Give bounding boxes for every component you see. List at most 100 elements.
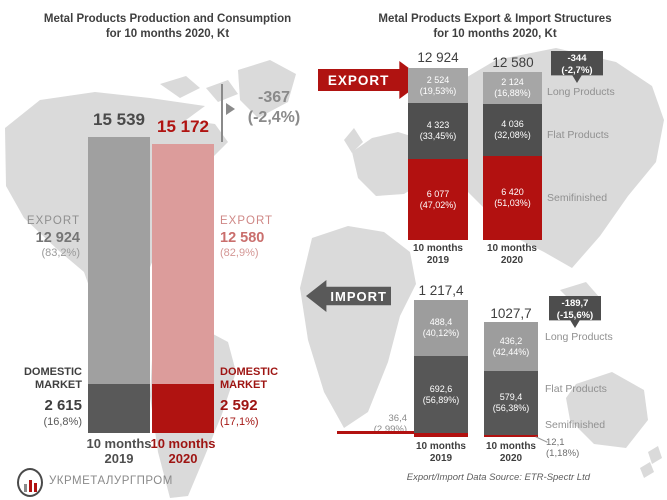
import-axis-2020: 10 months 2020 bbox=[476, 441, 546, 465]
export-label-2019-value: 12 924 bbox=[35, 230, 80, 246]
export-cat-flat: Flat Products bbox=[547, 129, 609, 141]
ukrmetalurgprom-logo-icon bbox=[17, 468, 43, 497]
export-arrow-label: EXPORT bbox=[327, 72, 390, 88]
right-chart-title-line1: Metal Products Export & Import Structure… bbox=[378, 13, 612, 25]
production-axis-2020-l2: 2020 bbox=[168, 451, 198, 466]
export-label-2020-pct: (82,9%) bbox=[220, 247, 259, 259]
import-2019-long-value: 488,4 bbox=[429, 317, 453, 327]
export-bar-2020: 2 124 (16,88%) 4 036 (32,08%) 6 420 (51,… bbox=[483, 72, 542, 240]
domestic-label-2020-pct: (17,1%) bbox=[220, 416, 259, 428]
import-2019-semi-pct: (2,99%) bbox=[373, 424, 407, 435]
import-axis-2019-l2: 2019 bbox=[429, 453, 453, 464]
production-axis-2019: 10 months 2019 bbox=[78, 436, 160, 466]
export-2020-flat-segment: 4 036 (32,08%) bbox=[483, 104, 542, 156]
import-axis-2019-l1: 10 months bbox=[415, 441, 466, 452]
production-delta-value: -367 bbox=[257, 89, 291, 106]
import-2020-semi-value: 12,1 bbox=[546, 437, 565, 448]
export-2019-long-segment: 2 524 (19,53%) bbox=[408, 68, 468, 103]
domestic-label-2020-cap2: MARKET bbox=[220, 379, 268, 391]
export-label-2020: EXPORT 12 580 (82,9%) bbox=[220, 215, 310, 259]
export-2019-flat-pct: (33,45%) bbox=[419, 131, 457, 141]
export-total-2019: 12 924 bbox=[417, 50, 459, 65]
import-2019-flat-value: 692,6 bbox=[429, 383, 453, 394]
export-axis-2020: 10 months 2020 bbox=[477, 243, 547, 267]
data-source-note: Export/Import Data Source: ETR-Spectr Lt… bbox=[406, 472, 590, 483]
export-label-2019-pct: (83,2%) bbox=[41, 247, 80, 259]
import-2020-flat-segment: 579,4 (56,38%) bbox=[484, 371, 538, 435]
production-axis-2020-l1: 10 months bbox=[150, 436, 216, 451]
import-2019-semi-leader-line bbox=[337, 431, 414, 434]
export-2019-semi-value: 6 077 bbox=[426, 188, 450, 199]
import-2019-flat-pct: (56,89%) bbox=[422, 394, 460, 405]
import-axis-2019: 10 months 2019 bbox=[406, 441, 476, 465]
import-axis-2020-l1: 10 months bbox=[485, 441, 536, 452]
export-axis-2020-l1: 10 months bbox=[486, 243, 537, 254]
import-2020-long-value: 436,2 bbox=[499, 335, 523, 346]
production-axis-2019-l1: 10 months bbox=[86, 436, 152, 451]
export-2019-long-pct: (19,53%) bbox=[419, 85, 457, 96]
import-2020-flat-value: 579,4 bbox=[499, 392, 523, 402]
export-2020-flat-pct: (32,08%) bbox=[494, 130, 531, 140]
export-2020-long-pct: (16,88%) bbox=[494, 88, 531, 98]
delta-arrow-icon bbox=[226, 103, 235, 115]
import-arrow-label: IMPORT bbox=[330, 288, 387, 304]
export-2020-flat-value: 4 036 bbox=[501, 119, 524, 129]
delta-divider-line bbox=[221, 84, 223, 142]
import-cat-flat: Flat Products bbox=[545, 383, 607, 395]
import-axis-2020-l2: 2020 bbox=[499, 453, 523, 464]
import-2019-long-segment: 488,4 (40,12%) bbox=[414, 300, 468, 356]
import-2020-long-pct: (42,44%) bbox=[492, 346, 530, 357]
export-2019-long-value: 2 524 bbox=[426, 74, 450, 85]
production-axis-2019-l2: 2019 bbox=[104, 451, 134, 466]
export-2019-semi-segment: 6 077 (47,02%) bbox=[408, 159, 468, 240]
export-cat-semi: Semifinished bbox=[547, 192, 608, 204]
import-2020-long-segment: 436,2 (42,44%) bbox=[484, 322, 538, 371]
import-2020-semi-segment bbox=[484, 435, 538, 437]
export-2020-semi-segment: 6 420 (51,03%) bbox=[483, 156, 542, 240]
production-total-2020: 15 172 bbox=[157, 117, 209, 136]
domestic-label-2019-pct: (16,8%) bbox=[43, 416, 82, 428]
production-2019-domestic-segment bbox=[88, 384, 150, 433]
domestic-label-2019-cap1: DOMESTIC bbox=[23, 366, 82, 378]
production-2019-export-segment bbox=[88, 137, 150, 384]
import-2019-semi-label: 36,4 (2,99%) bbox=[335, 413, 407, 435]
production-total-2019: 15 539 bbox=[93, 110, 145, 129]
import-2019-semi-value: 36,4 bbox=[388, 413, 408, 424]
production-2020-domestic-segment bbox=[152, 384, 214, 433]
import-bar-2019: 488,4 (40,12%) 692,6 (56,89%) bbox=[414, 300, 468, 437]
logo-bar-2 bbox=[28, 480, 32, 492]
right-chart-title-line2: for 10 months 2020, Kt bbox=[433, 28, 557, 40]
domestic-label-2019: DOMESTIC MARKET 2 615 (16,8%) bbox=[0, 366, 82, 428]
production-bar-2019 bbox=[88, 137, 150, 433]
import-delta-value: -189,7 bbox=[561, 298, 589, 309]
production-axis-2020: 10 months 2020 bbox=[142, 436, 224, 466]
import-2020-semi-label: 12,1 (1,18%) bbox=[546, 437, 606, 459]
production-delta: -367 (-2,4%) bbox=[237, 88, 311, 128]
import-2019-semi-segment bbox=[414, 433, 468, 437]
domestic-label-2020-value: 2 592 bbox=[220, 397, 258, 414]
export-total-2020: 12 580 bbox=[492, 55, 534, 70]
import-total-2019: 1 217,4 bbox=[418, 283, 464, 298]
export-label-2019: EXPORT 12 924 (83,2%) bbox=[0, 215, 80, 259]
logo-bar-1 bbox=[23, 484, 27, 492]
export-2019-semi-pct: (47,02%) bbox=[419, 199, 457, 210]
export-2019-flat-segment: 4 323 (33,45%) bbox=[408, 103, 468, 159]
export-axis-2019: 10 months 2019 bbox=[403, 243, 473, 267]
export-label-2020-caption: EXPORT bbox=[220, 215, 274, 227]
export-2020-long-value: 2 124 bbox=[501, 77, 524, 87]
import-total-2020: 1027,7 bbox=[490, 306, 532, 321]
production-2020-export-segment bbox=[152, 144, 214, 384]
export-axis-2019-l1: 10 months bbox=[412, 243, 463, 254]
export-cat-long: Long Products bbox=[547, 86, 615, 98]
import-cat-long: Long Products bbox=[545, 331, 613, 343]
export-2020-long-segment: 2 124 (16,88%) bbox=[483, 72, 542, 104]
production-bar-2020 bbox=[152, 144, 214, 433]
import-2019-flat-segment: 692,6 (56,89%) bbox=[414, 356, 468, 433]
import-2019-long-pct: (40,12%) bbox=[422, 328, 460, 338]
export-2020-semi-pct: (51,03%) bbox=[494, 198, 531, 208]
export-label-2019-caption: EXPORT bbox=[26, 215, 80, 227]
export-axis-2020-l2: 2020 bbox=[500, 255, 524, 266]
production-delta-pct: (-2,4%) bbox=[247, 109, 301, 126]
export-2019-flat-value: 4 323 bbox=[426, 120, 450, 130]
